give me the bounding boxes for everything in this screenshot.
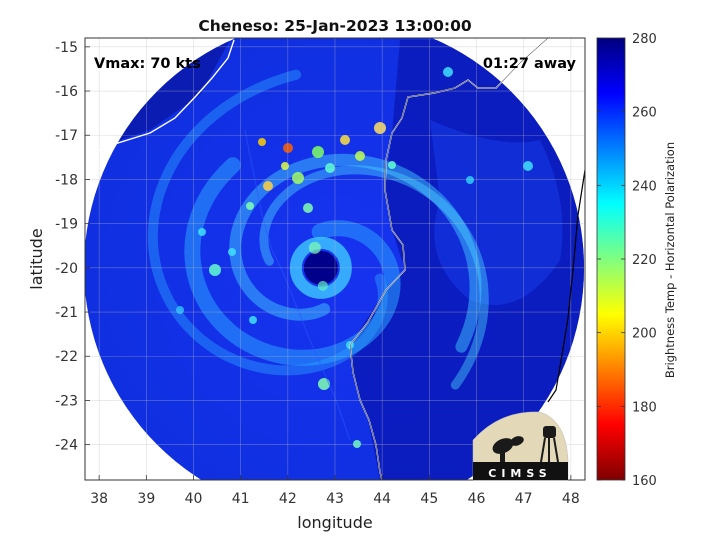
y-tick-label: -18 xyxy=(55,172,78,188)
colorbar-tick-label: 220 xyxy=(632,253,657,268)
x-tick-label: 48 xyxy=(562,491,580,507)
x-tick-label: 38 xyxy=(90,491,108,507)
y-tick-label: -19 xyxy=(55,217,78,233)
colorbar-tick-label: 160 xyxy=(632,474,657,489)
convective-cell xyxy=(340,135,350,145)
colorbar-tick-label: 180 xyxy=(632,400,657,415)
x-tick-label: 40 xyxy=(185,491,203,507)
y-tick-label: -21 xyxy=(55,305,78,321)
mozambique-coastline xyxy=(85,39,235,156)
colorbar-label: Brightness Temp - Horizontal Polarizatio… xyxy=(663,142,677,378)
x-tick-label: 39 xyxy=(137,491,155,507)
microwave-swath xyxy=(85,38,584,480)
colorbar-tick-label: 240 xyxy=(632,179,657,194)
convective-cell xyxy=(312,146,324,158)
convective-cell xyxy=(443,67,453,77)
convective-cell xyxy=(263,181,273,191)
convective-cell xyxy=(292,172,304,184)
convective-cell xyxy=(228,248,236,256)
convective-cell xyxy=(258,138,266,146)
x-tick-label: 46 xyxy=(468,491,486,507)
y-axis-label: latitude xyxy=(27,228,46,289)
x-axis-label: longitude xyxy=(297,513,372,532)
x-tick-label: 47 xyxy=(515,491,533,507)
convective-cell xyxy=(466,176,474,184)
eyewall-hotspot xyxy=(317,280,328,291)
rain-band xyxy=(147,69,388,376)
water-tower-icon xyxy=(543,426,556,438)
y-tick-label: -24 xyxy=(55,438,78,454)
x-tick-label: 42 xyxy=(279,491,297,507)
convective-cell xyxy=(355,151,365,161)
convective-cell xyxy=(353,440,361,448)
convective-cell xyxy=(303,203,313,213)
y-tick-label: -23 xyxy=(55,393,78,409)
eyewall-hotspot xyxy=(308,241,321,254)
madagascar-west-coastline-outline xyxy=(349,38,549,480)
dish-stand xyxy=(500,448,505,462)
convective-cell xyxy=(209,264,221,276)
scan-seam xyxy=(244,129,351,441)
logo-band xyxy=(473,462,568,480)
y-tick-label: -16 xyxy=(55,84,78,100)
vmax-annotation: Vmax: 70 kts xyxy=(94,56,201,72)
y-axis: -15 -16 -17 -18 -19 -20 -21 -22 -23 -24 xyxy=(55,40,90,454)
y-tick-label: -17 xyxy=(55,128,78,144)
convective-cell xyxy=(198,228,206,236)
water-tower-legs xyxy=(540,437,559,463)
convective-cell xyxy=(176,306,184,314)
chart-title: Cheneso: 25-Jan-2023 13:00:00 xyxy=(198,17,471,35)
satellite-dish-small-icon xyxy=(510,436,524,446)
colorbar-tick-label: 260 xyxy=(632,106,657,121)
convective-cell xyxy=(249,316,257,324)
cimss-logo: CIMSS xyxy=(472,411,569,481)
x-tick-label: 41 xyxy=(232,491,250,507)
colorbar-tick-label: 200 xyxy=(632,327,657,342)
plot-area: 38 39 40 41 42 43 44 45 46 47 48 -15 -16 -17 -18 -19 -2… xyxy=(55,37,586,507)
logo-text: CIMSS xyxy=(488,467,551,480)
x-tick-label: 43 xyxy=(326,491,344,507)
rain-band xyxy=(259,165,489,390)
convective-cell xyxy=(374,122,386,134)
coastline xyxy=(85,38,585,480)
x-axis: 38 39 40 41 42 43 44 45 46 47 48 xyxy=(90,475,580,507)
x-tick-label: 45 xyxy=(420,491,438,507)
convective-cell xyxy=(281,162,289,170)
swath-disk xyxy=(85,38,584,480)
convective-cell xyxy=(246,202,254,210)
satellite-dish-icon xyxy=(492,438,514,454)
convective-cell xyxy=(325,163,335,173)
colorbar-tick-label: 280 xyxy=(632,32,657,47)
colorbar-gradient xyxy=(596,37,626,481)
convective-cell xyxy=(318,378,330,390)
madagascar-coastline xyxy=(547,169,585,403)
y-tick-label: -15 xyxy=(55,40,78,56)
time-away-annotation: 01:27 away xyxy=(483,56,577,72)
convective-cell xyxy=(523,161,533,171)
colorbar: 160 180 200 220 240 260 280 Brightness Temp - … xyxy=(596,32,677,489)
convective-cell xyxy=(388,161,396,169)
y-tick-label: -20 xyxy=(55,261,78,277)
x-tick-label: 44 xyxy=(373,491,391,507)
colorbar-ticks: 160 180 200 220 240 260 280 xyxy=(597,32,657,489)
y-tick-label: -22 xyxy=(55,349,78,365)
